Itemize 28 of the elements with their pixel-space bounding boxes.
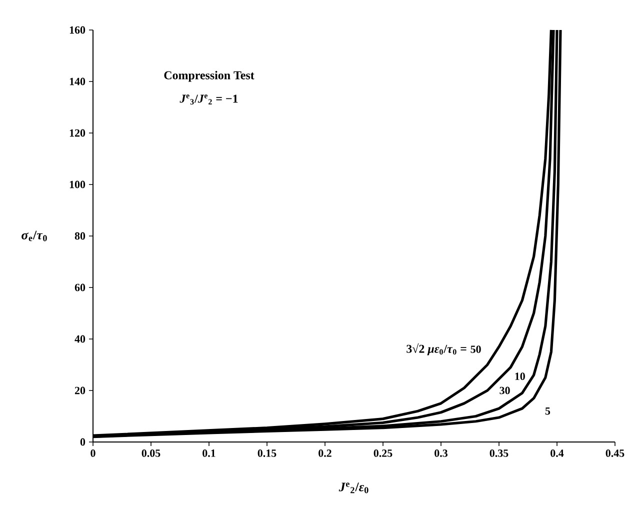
y-axis-title: σ$_{e}$/τ$_{0}$ (22, 230, 47, 242)
x-tick-label: 0.35 (490, 450, 508, 457)
annotation: J$^{e}$$_{3}$/J$^{e}$$_{2}$ = −1 (180, 94, 238, 104)
y-tick-label: 40 (74, 335, 86, 343)
y-tick-label: 60 (74, 284, 86, 292)
annotation: Compression Test (164, 70, 254, 82)
x-tick-label: 0.3 (434, 450, 448, 457)
y-tick-label: 0 (80, 438, 86, 446)
x-tick-label: 0.4 (550, 450, 564, 457)
x-tick-label: 0.1 (202, 450, 216, 457)
x-tick-label: 0 (90, 450, 96, 457)
y-tick-label: 20 (74, 386, 86, 394)
x-axis-title: J$^{e}$$_{2}$/ε$_{0}$ (338, 482, 368, 494)
y-tick-label: 160 (70, 26, 86, 34)
series-label: 30 (500, 386, 510, 394)
annotation: 3√2 με$_{0}$/τ$_{0}$ = (406, 343, 466, 356)
series-label: 5 (545, 407, 550, 415)
x-tick-label: 0.2 (318, 450, 332, 457)
y-tick-label: 140 (70, 78, 86, 86)
x-tick-label: 0.45 (606, 450, 624, 457)
series-label: 10 (515, 372, 525, 380)
x-tick-label: 0.15 (258, 450, 276, 457)
x-tick-label: 0.25 (374, 450, 392, 457)
y-tick-label: 80 (74, 232, 86, 240)
x-tick-label: 0.05 (142, 450, 160, 457)
y-tick-label: 100 (70, 180, 86, 188)
series-label: 50 (470, 346, 481, 353)
y-tick-label: 120 (70, 129, 86, 137)
